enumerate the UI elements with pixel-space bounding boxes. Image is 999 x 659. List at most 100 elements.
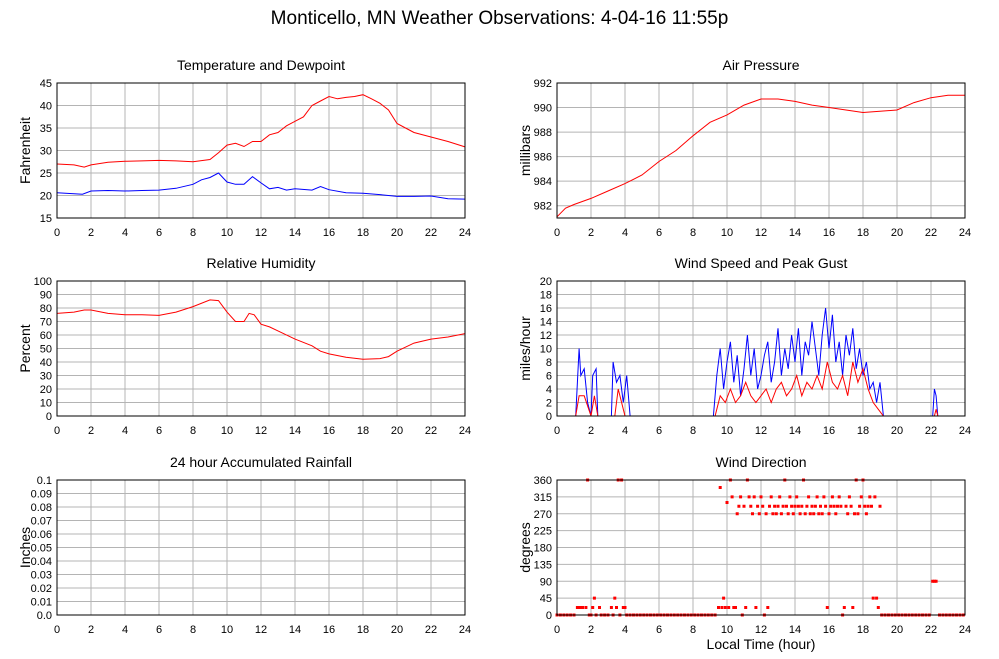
- y-tick-label: 0.01: [31, 597, 52, 609]
- x-tick-label: 2: [588, 227, 594, 239]
- data-point: [864, 512, 868, 516]
- y-tick-label: 12: [540, 330, 552, 342]
- y-tick-label: 225: [534, 526, 552, 538]
- data-point: [878, 504, 882, 508]
- data-point: [812, 512, 816, 516]
- data-point: [774, 512, 778, 516]
- data-point: [798, 512, 802, 516]
- series-line: [56, 172, 466, 200]
- chart-title: Air Pressure: [722, 57, 799, 73]
- y-tick-label: 0.06: [31, 529, 52, 541]
- x-tick-label: 4: [122, 425, 128, 437]
- y-tick-label: 40: [40, 357, 52, 369]
- y-tick-label: 0.03: [31, 570, 52, 582]
- data-point: [575, 606, 579, 609]
- x-tick-label: 12: [255, 624, 267, 636]
- x-tick-label: 0: [554, 227, 560, 239]
- data-point: [795, 495, 799, 499]
- data-point: [830, 495, 834, 499]
- y-tick-label: 15: [40, 213, 52, 225]
- x-tick-label: 10: [721, 624, 733, 636]
- x-tick-label: 22: [425, 425, 437, 437]
- y-tick-label: 25: [40, 168, 52, 180]
- x-tick-label: 0: [554, 624, 560, 636]
- data-point: [751, 512, 754, 516]
- x-tick-label: 12: [255, 227, 267, 239]
- data-point: [737, 504, 741, 508]
- data-point: [866, 504, 870, 508]
- x-tick-label: 0: [54, 227, 60, 239]
- y-tick-label: 4: [546, 384, 552, 396]
- data-point: [803, 512, 807, 516]
- x-tick-label: 22: [425, 624, 437, 636]
- data-point: [810, 504, 814, 508]
- data-point: [732, 606, 736, 609]
- data-point: [609, 606, 613, 609]
- y-tick-label: 135: [534, 559, 552, 571]
- y-tick-label: 90: [540, 576, 552, 588]
- x-tick-label: 6: [156, 425, 162, 437]
- y-tick-label: 988: [534, 127, 552, 139]
- y-tick-label: 0.09: [31, 489, 52, 501]
- x-tick-label: 10: [721, 227, 733, 239]
- data-point: [747, 495, 751, 499]
- data-point: [734, 606, 737, 609]
- y-tick-label: 0.0: [37, 610, 52, 622]
- x-tick-label: 16: [323, 227, 335, 239]
- x-tick-label: 24: [459, 227, 471, 239]
- data-point: [718, 486, 722, 489]
- y-tick-label: 20: [40, 384, 52, 396]
- x-tick-label: 2: [88, 227, 94, 239]
- x-tick-label: 22: [925, 624, 937, 636]
- data-point: [873, 495, 877, 499]
- data-point: [598, 606, 601, 609]
- y-tick-label: 0.07: [31, 516, 52, 528]
- x-tick-label: 0: [54, 624, 60, 636]
- data-point: [786, 512, 790, 516]
- x-tick-label: 2: [588, 425, 594, 437]
- chart-title: Wind Speed and Peak Gust: [675, 255, 848, 271]
- x-tick-label: 18: [857, 624, 869, 636]
- data-point: [853, 512, 856, 516]
- chart-title: 24 hour Accumulated Rainfall: [170, 454, 352, 470]
- data-point: [717, 606, 720, 609]
- data-point: [846, 512, 850, 516]
- y-tick-label: 0.04: [31, 556, 52, 568]
- y-tick-label: 8: [546, 357, 552, 369]
- data-point: [829, 504, 833, 508]
- x-tick-label: 2: [88, 425, 94, 437]
- y-tick-label: 0.02: [31, 583, 52, 595]
- data-point: [800, 504, 804, 508]
- x-tick-label: 10: [221, 425, 233, 437]
- data-point: [932, 579, 936, 583]
- data-point: [793, 504, 797, 508]
- data-point: [735, 512, 739, 516]
- data-point: [836, 504, 839, 508]
- x-tick-label: 6: [656, 227, 662, 239]
- y-axis-label: degrees: [517, 522, 533, 573]
- data-point: [827, 512, 831, 516]
- data-point: [778, 495, 782, 499]
- data-point: [817, 512, 821, 516]
- data-point: [844, 504, 848, 508]
- y-tick-label: 0: [546, 411, 552, 423]
- x-tick-label: 20: [391, 425, 403, 437]
- x-tick-label: 20: [891, 227, 903, 239]
- data-point: [579, 606, 583, 609]
- y-tick-label: 90: [40, 290, 52, 302]
- x-tick-label: 24: [959, 624, 971, 636]
- data-point: [813, 504, 817, 508]
- data-point: [744, 606, 748, 609]
- x-tick-label: 6: [156, 624, 162, 636]
- x-tick-label: 16: [323, 624, 335, 636]
- x-tick-label: 12: [755, 227, 767, 239]
- series-line: [557, 307, 965, 417]
- x-tick-label: 18: [357, 425, 369, 437]
- data-point: [856, 512, 860, 516]
- data-point: [766, 606, 770, 609]
- y-tick-label: 70: [40, 317, 52, 329]
- y-tick-label: 40: [40, 101, 52, 113]
- chart-title: Relative Humidity: [207, 255, 316, 271]
- data-point: [825, 606, 829, 609]
